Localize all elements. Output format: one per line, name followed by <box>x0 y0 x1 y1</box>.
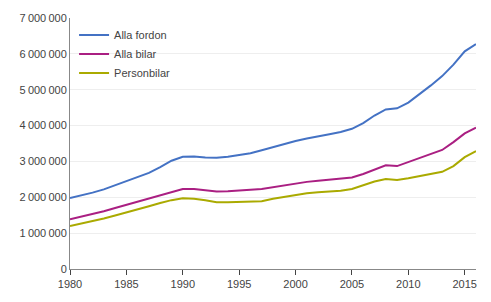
svg-text:1980: 1980 <box>58 278 82 290</box>
svg-text:6 000 000: 6 000 000 <box>20 48 67 60</box>
svg-text:Alla fordon: Alla fordon <box>114 29 167 41</box>
svg-text:4 000 000: 4 000 000 <box>20 119 67 131</box>
svg-text:0: 0 <box>61 263 67 275</box>
svg-text:5 000 000: 5 000 000 <box>20 84 67 96</box>
svg-text:Alla bilar: Alla bilar <box>114 48 157 60</box>
svg-text:2015: 2015 <box>452 278 476 290</box>
svg-text:2005: 2005 <box>340 278 364 290</box>
svg-text:3 000 000: 3 000 000 <box>20 155 67 167</box>
svg-text:2010: 2010 <box>396 278 420 290</box>
svg-text:Personbilar: Personbilar <box>114 67 170 79</box>
svg-text:2 000 000: 2 000 000 <box>20 191 67 203</box>
svg-text:7 000 000: 7 000 000 <box>20 12 67 24</box>
svg-text:1985: 1985 <box>114 278 138 290</box>
svg-text:2000: 2000 <box>283 278 307 290</box>
svg-text:1995: 1995 <box>227 278 251 290</box>
svg-text:1 000 000: 1 000 000 <box>20 227 67 239</box>
svg-text:1990: 1990 <box>171 278 195 290</box>
